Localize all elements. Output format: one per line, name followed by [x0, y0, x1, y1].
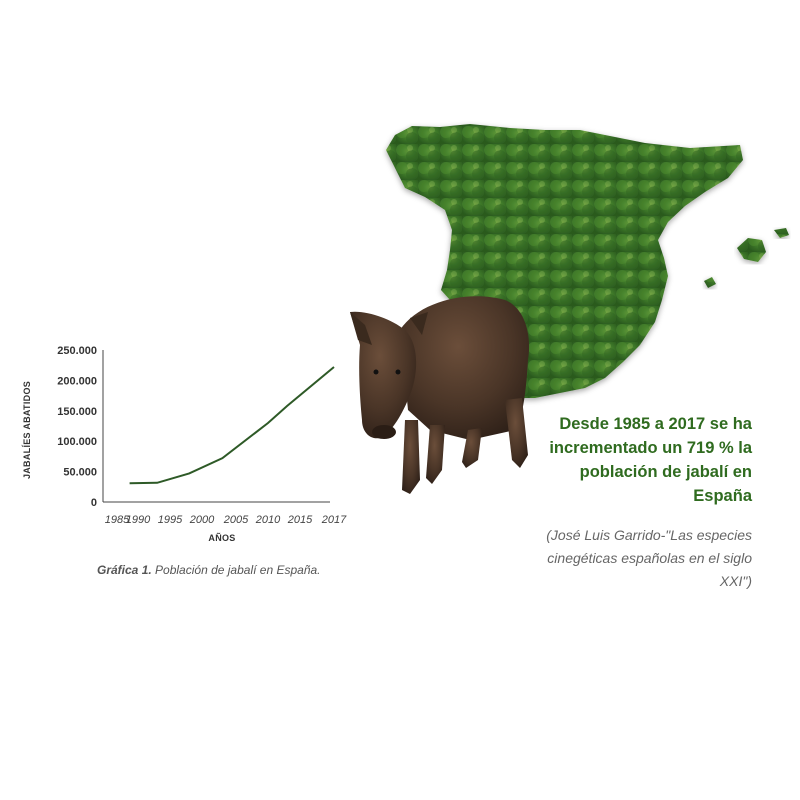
- caption-label: Gráfica 1.: [97, 563, 152, 577]
- y-tick-label: 100.000: [57, 436, 97, 448]
- y-tick-label: 0: [91, 497, 97, 509]
- y-tick-label: 150.000: [57, 406, 97, 418]
- series-line: [129, 366, 335, 485]
- y-axis-ticks: 250.000 200.000 150.000 100.000 50.000 0: [57, 345, 97, 509]
- boar-eye: [373, 369, 379, 375]
- quote-citation: (José Luis Garrido-"Las especies cinegét…: [546, 527, 752, 589]
- y-axis-title: JABALÍES ABATIDOS: [22, 381, 32, 479]
- boar-snout: [372, 425, 396, 439]
- x-tick-label: 1985: [105, 514, 130, 526]
- x-axis-title: AÑOS: [208, 533, 235, 543]
- x-tick-label: 2017: [321, 514, 347, 526]
- x-tick-label: 1995: [158, 514, 183, 526]
- menorca-island: [774, 228, 789, 238]
- boar-eye: [395, 369, 401, 375]
- x-tick-label: 1990: [126, 514, 151, 526]
- mallorca-island: [737, 238, 766, 262]
- x-tick-label: 2005: [223, 514, 249, 526]
- y-tick-label: 250.000: [57, 345, 97, 357]
- ibiza-island: [704, 277, 716, 288]
- x-tick-label: 2015: [287, 514, 313, 526]
- x-tick-label: 2010: [255, 514, 281, 526]
- headline-text: Desde 1985 a 2017 se ha incrementado un …: [549, 415, 752, 505]
- x-tick-label: 2000: [189, 514, 215, 526]
- chart-caption: Gráfica 1. Población de jabalí en España…: [97, 563, 321, 577]
- caption-text: Población de jabalí en España.: [151, 563, 321, 577]
- y-tick-label: 50.000: [63, 467, 97, 479]
- y-tick-label: 200.000: [57, 375, 97, 387]
- boar-body: [350, 296, 530, 494]
